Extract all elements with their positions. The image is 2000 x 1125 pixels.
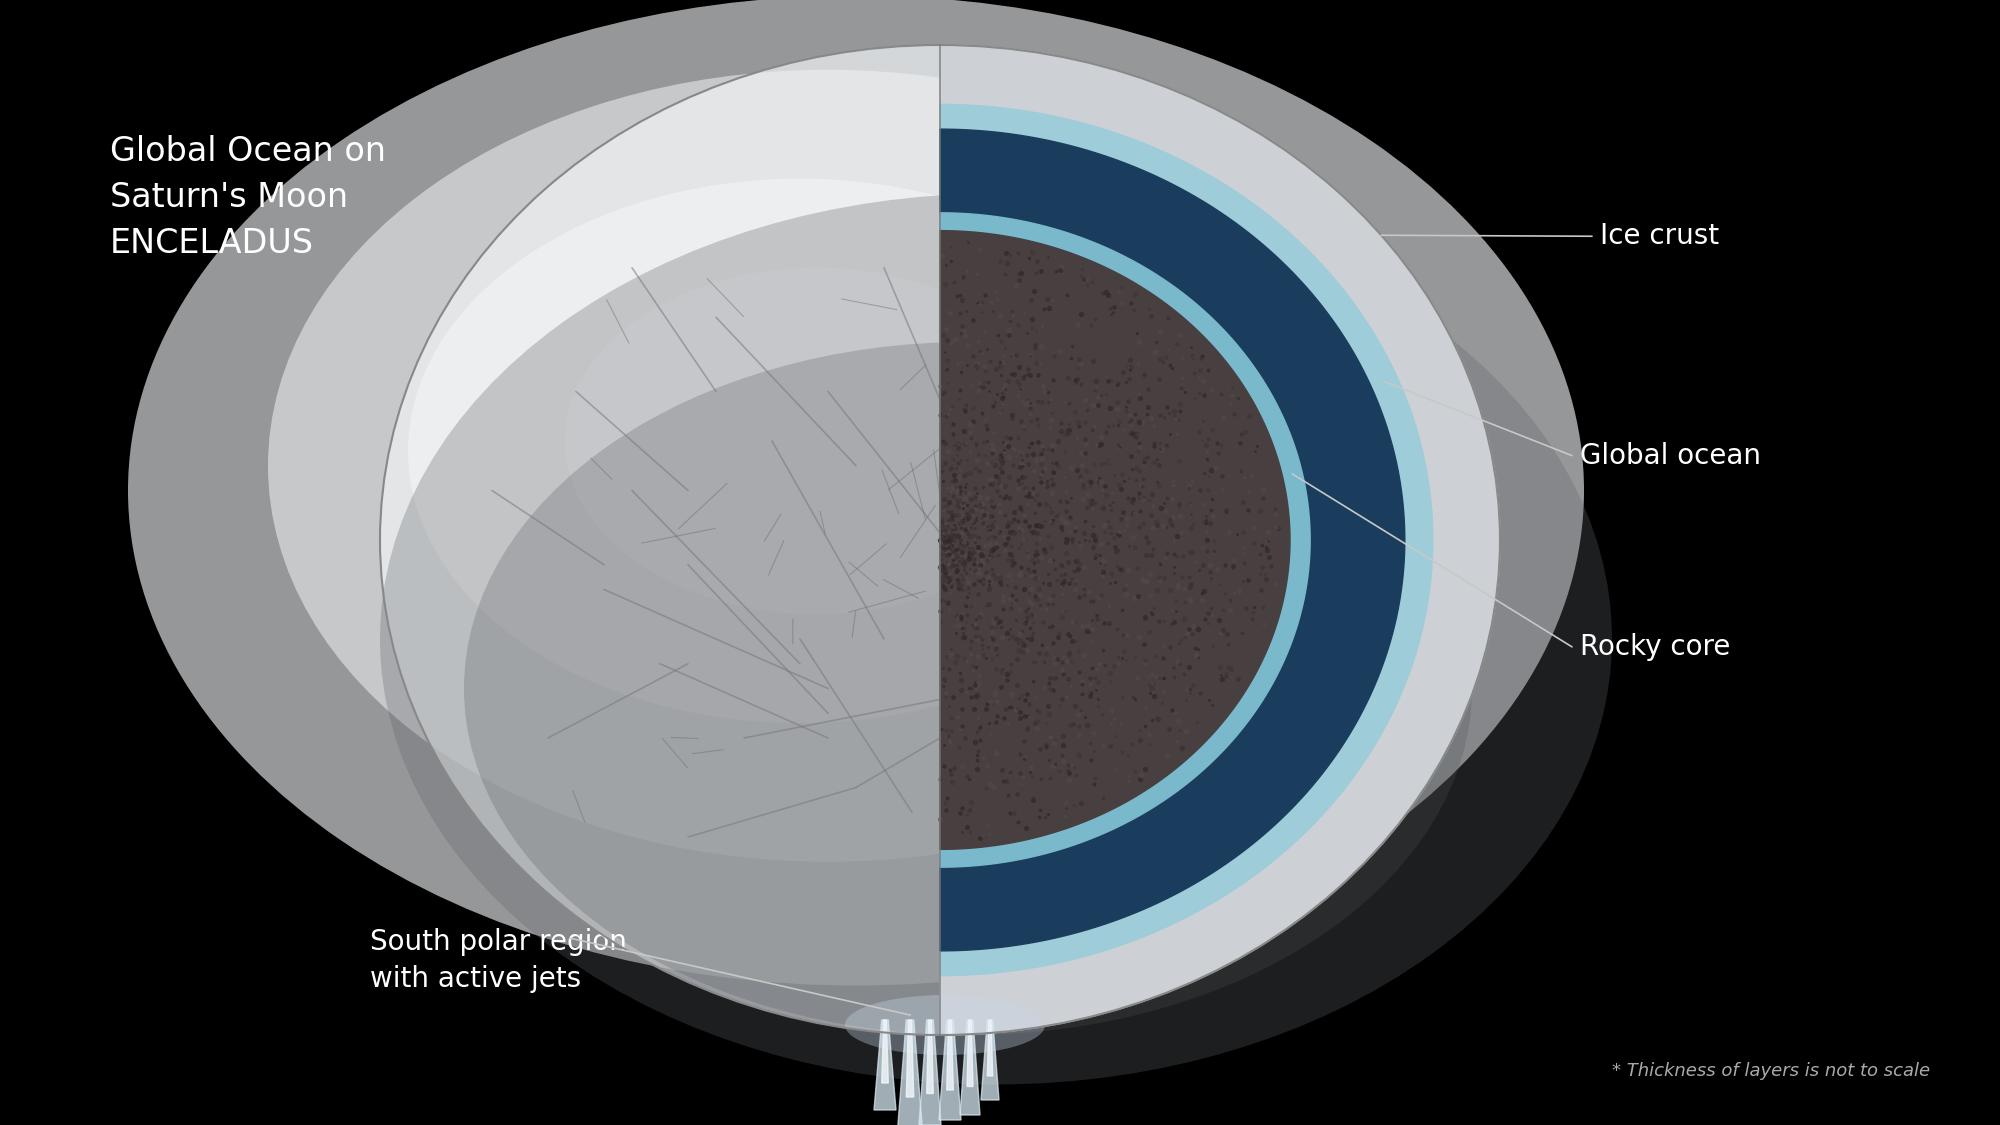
Polygon shape: [874, 1020, 896, 1110]
Polygon shape: [980, 1020, 1000, 1100]
Text: Global ocean: Global ocean: [1580, 442, 1762, 469]
Polygon shape: [940, 129, 1404, 951]
Polygon shape: [940, 45, 1500, 1035]
Polygon shape: [940, 105, 1432, 975]
Polygon shape: [988, 1020, 992, 1076]
Ellipse shape: [564, 268, 1068, 614]
Polygon shape: [906, 1020, 914, 1097]
Polygon shape: [940, 231, 1290, 849]
Text: * Thickness of layers is not to scale: * Thickness of layers is not to scale: [1612, 1062, 1930, 1080]
Text: South polar region
with active jets: South polar region with active jets: [370, 928, 626, 993]
Polygon shape: [882, 1020, 888, 1083]
Polygon shape: [898, 1020, 922, 1125]
Polygon shape: [960, 1020, 980, 1115]
Ellipse shape: [408, 179, 1192, 723]
Text: Ice crust: Ice crust: [1600, 223, 1720, 250]
Polygon shape: [940, 1020, 960, 1120]
Ellipse shape: [844, 994, 1044, 1055]
Polygon shape: [926, 1020, 934, 1094]
Ellipse shape: [268, 70, 1388, 862]
Polygon shape: [968, 1020, 972, 1087]
Text: Rocky core: Rocky core: [1580, 633, 1730, 660]
Ellipse shape: [464, 342, 1472, 1035]
Ellipse shape: [380, 193, 1612, 1084]
Ellipse shape: [380, 45, 1500, 1035]
Text: Global Ocean on
Saturn's Moon
ENCELADUS: Global Ocean on Saturn's Moon ENCELADUS: [110, 135, 386, 260]
Polygon shape: [946, 1020, 954, 1090]
Ellipse shape: [128, 0, 1584, 986]
Polygon shape: [940, 213, 1310, 867]
Polygon shape: [920, 1020, 942, 1125]
